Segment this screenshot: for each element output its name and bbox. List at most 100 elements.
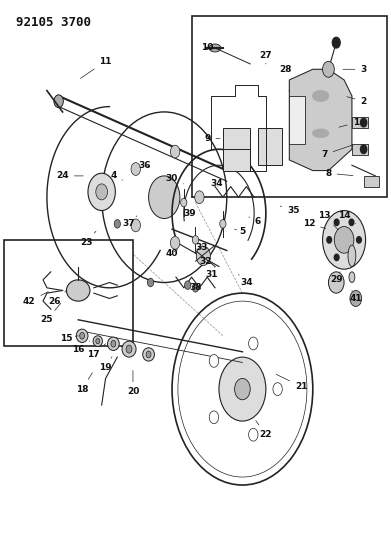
Ellipse shape [209,44,221,52]
Text: 37: 37 [123,216,137,228]
Text: 26: 26 [48,290,66,305]
Circle shape [54,95,63,108]
Circle shape [209,411,219,424]
Ellipse shape [80,333,84,339]
Circle shape [170,145,180,158]
Circle shape [96,184,108,200]
Ellipse shape [348,245,356,266]
Ellipse shape [349,272,355,282]
Circle shape [323,211,366,269]
Text: 25: 25 [41,303,61,324]
Circle shape [249,337,258,350]
Ellipse shape [96,338,100,344]
Text: 3: 3 [343,65,367,74]
Bar [258,128,282,165]
Text: 9: 9 [204,134,220,143]
Circle shape [361,145,367,154]
Text: 28: 28 [279,65,292,74]
Text: 24: 24 [56,172,83,180]
Text: 19: 19 [99,357,112,372]
Ellipse shape [122,341,136,357]
Text: 12: 12 [303,220,326,229]
Ellipse shape [76,329,88,342]
Text: 18: 18 [76,373,92,393]
Ellipse shape [126,345,132,353]
Text: 92105 3700: 92105 3700 [16,16,91,29]
Text: 17: 17 [88,344,106,359]
Text: 41: 41 [350,290,362,303]
Circle shape [170,237,180,249]
Circle shape [323,61,334,77]
Circle shape [185,281,191,289]
Circle shape [131,163,140,175]
Ellipse shape [93,336,102,346]
Ellipse shape [111,341,116,347]
Ellipse shape [146,351,151,358]
Circle shape [349,219,354,225]
Text: 33: 33 [195,244,208,252]
Text: 1: 1 [339,118,359,127]
Ellipse shape [143,348,154,361]
Circle shape [147,278,154,287]
Text: 21: 21 [276,374,307,391]
Text: 31: 31 [205,266,217,279]
Text: 40: 40 [166,249,178,257]
Text: 29: 29 [330,272,343,284]
Text: 5: 5 [235,228,246,236]
Circle shape [209,354,219,367]
Bar [364,176,379,187]
Circle shape [357,237,361,243]
Circle shape [235,378,250,400]
Circle shape [327,237,332,243]
Bar [352,144,368,155]
Circle shape [114,220,120,228]
Circle shape [219,357,266,421]
Text: 4: 4 [110,172,123,180]
Circle shape [328,272,344,293]
Circle shape [149,176,180,219]
Circle shape [88,173,115,211]
Bar [352,117,368,128]
Circle shape [196,246,210,265]
Bar [289,96,305,144]
Circle shape [249,429,258,441]
Circle shape [349,254,354,261]
Circle shape [192,284,199,292]
Text: 39: 39 [183,209,196,217]
Circle shape [131,219,140,232]
Circle shape [334,227,354,253]
Circle shape [192,236,199,244]
Circle shape [332,37,340,48]
Text: 22: 22 [256,421,272,439]
Text: 30: 30 [166,174,184,184]
Text: 14: 14 [338,212,356,224]
Circle shape [350,290,362,306]
Text: 8: 8 [325,169,353,177]
Text: 38: 38 [189,282,202,292]
Circle shape [334,254,339,261]
Bar [4,240,133,346]
Circle shape [220,220,226,228]
Circle shape [361,118,367,127]
Text: 2: 2 [347,96,367,106]
Bar [223,128,250,171]
Text: 36: 36 [138,161,151,169]
Bar [192,16,387,197]
Circle shape [273,383,282,395]
Text: 11: 11 [81,57,112,78]
Polygon shape [289,69,352,171]
Text: 27: 27 [260,52,272,64]
Text: 13: 13 [318,212,338,230]
Circle shape [181,198,187,207]
Text: 15: 15 [60,334,78,343]
Ellipse shape [66,280,90,301]
Text: 32: 32 [199,257,212,265]
Ellipse shape [108,337,119,351]
Text: 35: 35 [280,206,300,215]
Circle shape [195,191,204,204]
Text: 23: 23 [80,231,96,247]
Ellipse shape [313,130,328,137]
Text: 34: 34 [211,180,223,188]
Text: 7: 7 [321,145,353,159]
Text: 20: 20 [127,370,139,396]
